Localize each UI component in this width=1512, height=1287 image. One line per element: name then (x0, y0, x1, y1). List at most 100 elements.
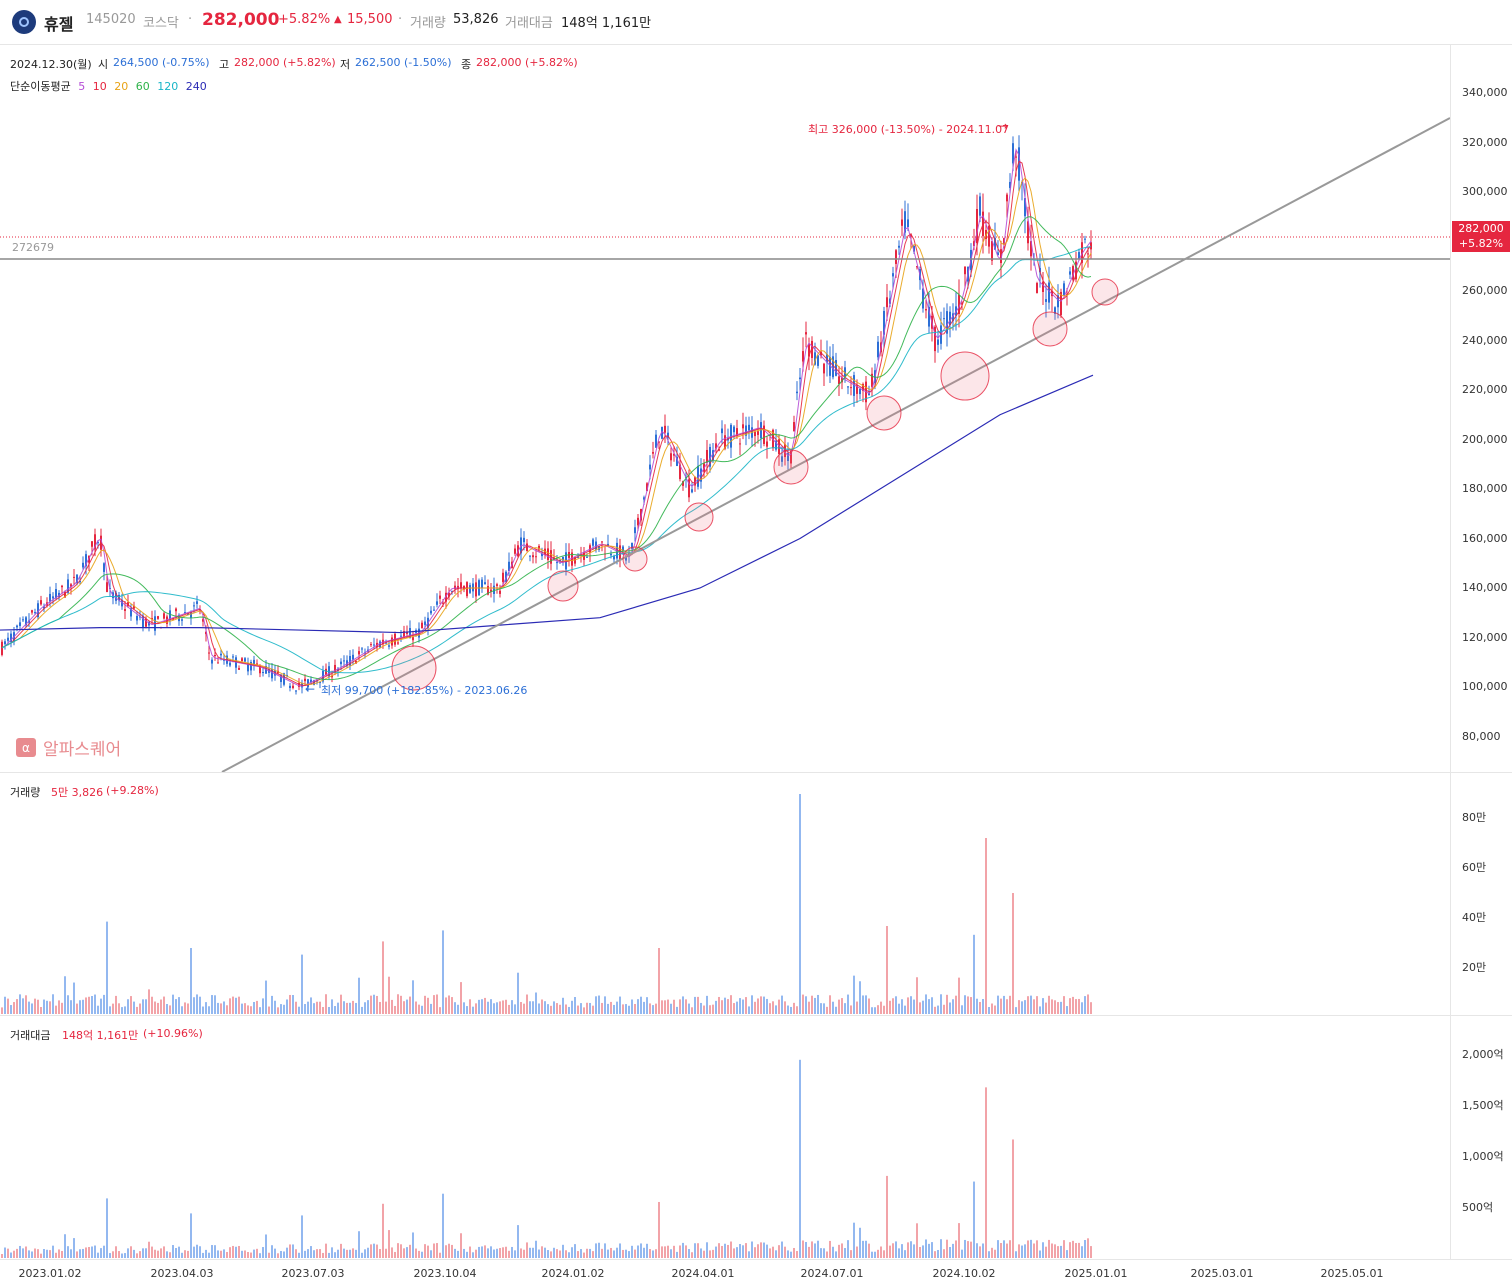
volume-bar (991, 1003, 993, 1014)
volume-bar (343, 1001, 345, 1014)
candle-body (946, 311, 948, 334)
volume-bar (529, 1001, 531, 1014)
volume-bar (850, 1005, 852, 1014)
volume-bar (310, 997, 312, 1014)
amount-bar (289, 1244, 291, 1258)
amount-bar (895, 1241, 897, 1258)
amount-bar (31, 1251, 33, 1258)
amount-bar (601, 1248, 603, 1258)
amount-bar (58, 1249, 60, 1258)
candle-body (739, 443, 741, 445)
candle-body (805, 332, 807, 335)
volume-bar (457, 1004, 459, 1014)
volume-bar (73, 982, 75, 1014)
amount-bar (1036, 1240, 1038, 1258)
candle-body (64, 591, 66, 598)
amount-bar (1081, 1246, 1083, 1258)
volume-bar (352, 1000, 354, 1014)
amount-bar (334, 1252, 336, 1258)
volume-bar (37, 999, 39, 1014)
volume-axis[interactable] (1450, 773, 1512, 1015)
amount-bar (988, 1251, 990, 1258)
candle-body (1045, 299, 1047, 302)
amount-bar (1015, 1251, 1017, 1258)
ma-legend-period[interactable]: 120 (153, 80, 179, 93)
candle-body (754, 431, 756, 437)
amount-bar (874, 1251, 876, 1258)
amount-bar (460, 1233, 462, 1258)
volume-bar (580, 1003, 582, 1014)
arrow-right-icon: → (998, 119, 1009, 133)
amount-bar (37, 1249, 39, 1258)
panel-divider[interactable] (0, 1015, 1512, 1016)
amount-bar (715, 1246, 717, 1258)
amount-bar (268, 1252, 270, 1258)
volume-bar (31, 1003, 33, 1014)
open-value: 264,500 (-0.75%) (113, 56, 210, 69)
candle-body (73, 576, 75, 578)
candle-body (385, 642, 387, 644)
time-axis-tick-label: 2025.01.01 (1064, 1267, 1128, 1280)
amount-bar (55, 1252, 57, 1258)
ma-legend-period[interactable]: 10 (89, 80, 107, 93)
amount-bar (361, 1252, 363, 1258)
amount-bar (592, 1251, 594, 1258)
volume-bar (874, 1007, 876, 1014)
candle-body (4, 641, 6, 645)
amount-bar (1027, 1240, 1029, 1258)
candle-body (607, 543, 609, 546)
candle-body (733, 426, 735, 433)
amount-bar (745, 1243, 747, 1258)
panel-divider[interactable] (0, 772, 1512, 773)
amount-bar (586, 1248, 588, 1258)
candle-body (631, 542, 633, 549)
ma-legend[interactable]: 단순이동평균 5 10 20 60 120 240 (10, 78, 207, 94)
candle-body (295, 690, 297, 692)
candle-body (928, 307, 930, 327)
amount-bar (907, 1242, 909, 1258)
ma-legend-period[interactable]: 20 (110, 80, 129, 93)
volume-bar (508, 1004, 510, 1014)
amount-bar (757, 1244, 759, 1258)
candle-body (832, 356, 834, 378)
volume-bar (421, 1005, 423, 1014)
volume-bar (271, 995, 273, 1014)
highest-price-annotation: 최고 326,000 (-13.50%) - 2024.11.07 (808, 123, 1010, 136)
candle-body (361, 648, 363, 650)
amount-bar (796, 1251, 798, 1258)
amount-bar (1, 1253, 3, 1258)
amount-bar (700, 1248, 702, 1258)
amount-bar (481, 1246, 483, 1258)
amount-bar (571, 1247, 573, 1258)
price-axis[interactable] (1450, 45, 1512, 772)
volume-bar (847, 994, 849, 1014)
ma-legend-period[interactable]: 5 (78, 80, 86, 93)
amount-bar (301, 1215, 303, 1258)
volume-bar (907, 997, 909, 1014)
volume-bar (1057, 1002, 1059, 1014)
volume-bar (1, 1007, 3, 1014)
volume-panel-label: 거래량 (10, 786, 41, 799)
volume-bar (571, 1000, 573, 1014)
amount-bar (514, 1250, 516, 1258)
amount-bar (853, 1222, 855, 1258)
candle-body (169, 610, 171, 620)
amount-bar (166, 1251, 168, 1258)
horizontal-level-label[interactable]: 272679 (12, 241, 54, 254)
amount-bar (1024, 1244, 1026, 1258)
amount-bar (379, 1249, 381, 1258)
volume-bar (871, 1007, 873, 1014)
stock-name[interactable]: 휴젤 (44, 15, 74, 34)
volume-bar (412, 980, 414, 1014)
ma-legend-period[interactable]: 240 (182, 80, 207, 93)
amount-axis[interactable] (1450, 1016, 1512, 1259)
amount-bar (535, 1240, 537, 1258)
ma-legend-period[interactable]: 60 (132, 80, 150, 93)
volume-bar (526, 994, 528, 1014)
amount-bar (778, 1245, 780, 1258)
candle-body (514, 548, 516, 554)
candle-body (1015, 156, 1017, 158)
amount-bar (661, 1246, 663, 1258)
candle-body (202, 619, 204, 622)
